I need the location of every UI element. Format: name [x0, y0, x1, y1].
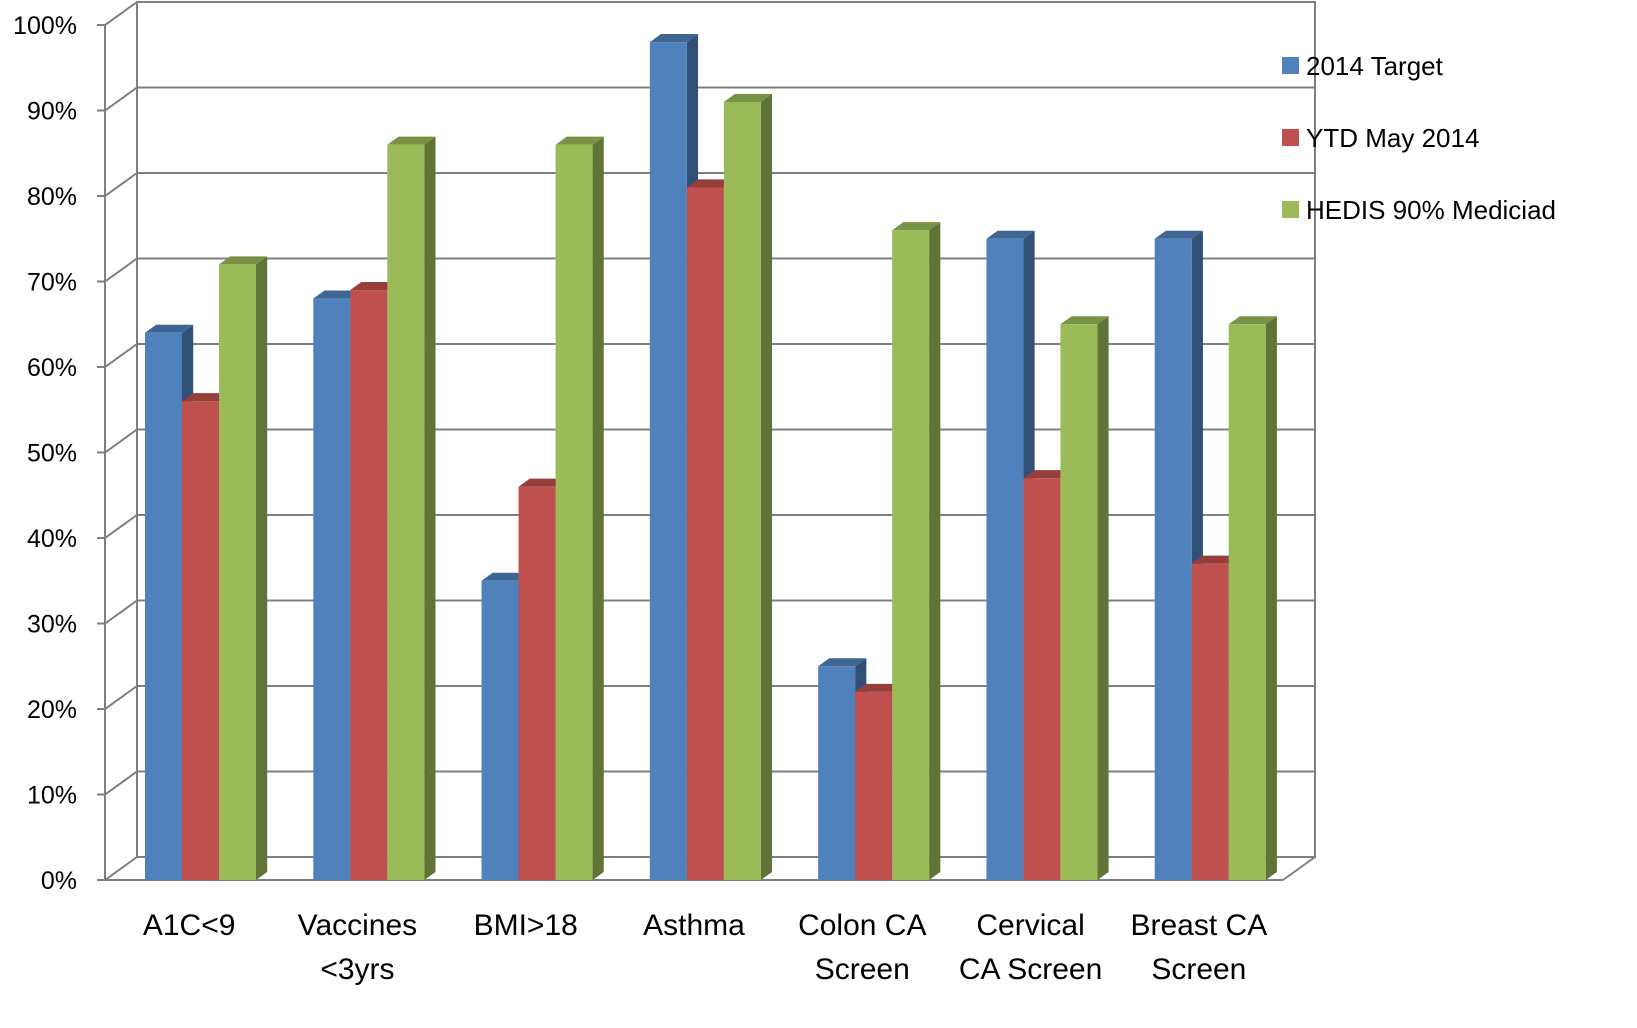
y-tick-label: 50%: [27, 440, 77, 468]
bar-front: [723, 101, 761, 880]
bar-top: [986, 230, 1035, 239]
bar-front: [1228, 324, 1266, 880]
bar-top: [1154, 230, 1203, 239]
bar: [1060, 316, 1109, 880]
bar: [219, 256, 268, 881]
y-tick-label: 40%: [27, 525, 77, 553]
y-tick-label: 90%: [27, 98, 77, 126]
x-tick-label: BMI>18: [474, 909, 578, 942]
bar-front: [182, 401, 219, 880]
bar-front: [1023, 478, 1061, 880]
legend-swatch: [1282, 201, 1299, 218]
bar-side: [760, 93, 773, 880]
x-tick-label: Breast CA Screen: [1130, 909, 1267, 986]
y-tick-label: 100%: [13, 12, 77, 40]
bar: [649, 34, 699, 881]
y-gridline: [97, 86, 1315, 112]
x-tick-label: Colon CA Screen: [798, 909, 926, 986]
bar-side: [1265, 316, 1277, 880]
bar-top: [649, 34, 699, 43]
legend-swatch: [1282, 57, 1299, 74]
bar-top: [555, 136, 604, 145]
bar-front: [387, 144, 425, 880]
bar-front: [1154, 238, 1192, 880]
bar-top: [686, 179, 736, 188]
bar-front: [555, 144, 593, 880]
legend-label: HEDIS 90% Mediciad: [1306, 195, 1556, 225]
bar-front: [649, 42, 687, 881]
bar-top: [855, 683, 904, 692]
bar: [387, 136, 436, 880]
bar-top: [387, 136, 436, 145]
y-tick-label: 70%: [27, 269, 77, 297]
bar-top: [182, 393, 231, 402]
bar: [1228, 316, 1277, 880]
x-tick-label: Asthma: [643, 909, 745, 942]
bar-side: [424, 136, 436, 880]
bar-top: [818, 658, 867, 667]
floor-right-edge: [1282, 856, 1316, 881]
x-tick-label: Cervical CA Screen: [959, 909, 1102, 986]
y-tick-label: 20%: [27, 696, 77, 724]
bar-front: [818, 666, 856, 880]
bar-top: [1060, 316, 1109, 325]
legend-label: 2014 Target: [1306, 51, 1444, 81]
bar-top: [219, 256, 268, 265]
bar: [892, 222, 941, 880]
y-tick-label: 60%: [27, 354, 77, 382]
y-tick-label: 30%: [27, 611, 77, 639]
bar-side: [256, 256, 268, 881]
bar-front: [892, 230, 930, 880]
bar-front: [219, 264, 256, 880]
chart-labels: 0% 10% 20% 30% 40% 50% 60% 70% 80% 90% 100% A1C<9 Va…: [13, 12, 1267, 986]
bar-top: [1191, 555, 1240, 564]
y-tick-label: 80%: [27, 183, 77, 211]
legend-swatch: [1282, 129, 1299, 146]
chart-bars: [145, 34, 1277, 881]
bar-top: [1023, 470, 1072, 479]
bar-front: [686, 187, 724, 880]
x-tick-label: A1C<9: [143, 909, 236, 942]
legend-label: YTD May 2014: [1306, 123, 1479, 153]
bar-top: [350, 282, 399, 291]
bar: [723, 93, 773, 880]
legend-entry: YTD May 2014: [1282, 123, 1479, 153]
y-tick-label: 10%: [27, 782, 77, 810]
bar-front: [986, 238, 1024, 880]
x-tick-label: Vaccines <3yrs: [298, 909, 418, 986]
bar-top: [1228, 316, 1277, 325]
bar-front: [518, 486, 556, 880]
bar-front: [481, 580, 519, 880]
bar-front: [1191, 563, 1229, 880]
bar-top: [723, 93, 773, 102]
chart-legend: 2014 Target YTD May 2014 HEDIS 90% Medicia…: [1282, 51, 1556, 225]
bar-side: [929, 222, 941, 880]
bar-top: [145, 324, 194, 333]
bar-side: [1097, 316, 1109, 880]
y-tick-label: 0%: [41, 867, 77, 895]
bar-top: [518, 478, 567, 487]
bar-front: [313, 298, 351, 881]
bar-top: [892, 222, 941, 231]
bar-front: [350, 290, 388, 880]
legend-entry: HEDIS 90% Mediciad: [1282, 195, 1556, 225]
legend-entry: 2014 Target: [1282, 51, 1444, 81]
bar-front: [145, 332, 182, 880]
y-gridline: [97, 1, 1315, 26]
bar-top: [481, 572, 530, 581]
bar-front: [855, 691, 893, 880]
bar-front: [1060, 324, 1098, 880]
bar: [555, 136, 604, 880]
bar-top: [313, 290, 362, 299]
bar-side: [592, 136, 604, 880]
